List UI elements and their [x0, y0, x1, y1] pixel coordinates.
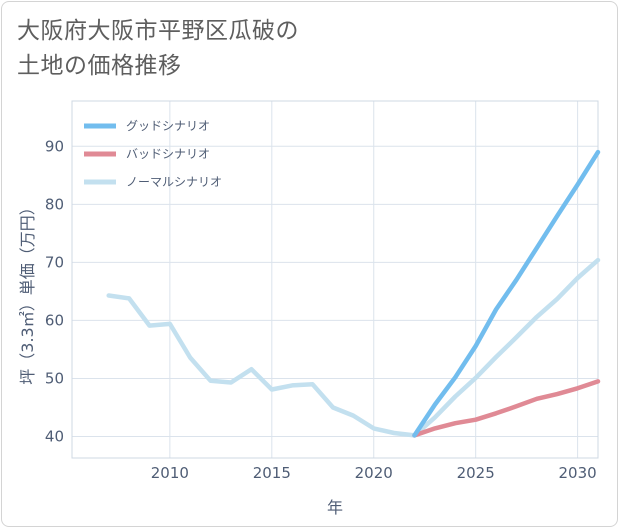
x-axis-ticks: 2010 2015 2020 2025 2030: [151, 464, 597, 482]
x-tick-label: 2010: [151, 464, 189, 482]
y-tick-label: 90: [45, 137, 64, 155]
x-axis-title: 年: [327, 498, 343, 517]
legend-label: バッドシナリオ: [126, 147, 210, 161]
series-layer: [106, 149, 601, 438]
x-tick-label: 2015: [253, 464, 291, 482]
series-line-0: [412, 149, 601, 438]
y-axis-ticks: 40 50 60 70 80 90: [45, 137, 64, 445]
chart-title-line2: 土地の価格推移: [17, 53, 182, 79]
y-axis-title: 坪（3.3㎡）単価（万円）: [18, 199, 37, 384]
series-line-2: [106, 257, 601, 438]
y-tick-label: 40: [45, 428, 64, 446]
grid-lines: [72, 101, 598, 458]
plot-area-border: [71, 100, 599, 459]
x-tick-label: 2020: [355, 464, 393, 482]
chart-title: 大阪府大阪市平野区瓜破の 土地の価格推移: [17, 14, 437, 84]
y-tick-label: 50: [45, 369, 64, 387]
y-tick-label: 80: [45, 195, 64, 213]
series-line-1: [412, 379, 601, 438]
y-tick-label: 60: [45, 311, 64, 329]
x-tick-label: 2030: [559, 464, 597, 482]
chart-title-line1: 大阪府大阪市平野区瓜破の: [17, 18, 299, 44]
y-tick-label: 70: [45, 253, 64, 271]
legend-label: グッドシナリオ: [126, 119, 210, 133]
x-tick-label: 2025: [457, 464, 495, 482]
legend-label: ノーマルシナリオ: [126, 175, 222, 189]
